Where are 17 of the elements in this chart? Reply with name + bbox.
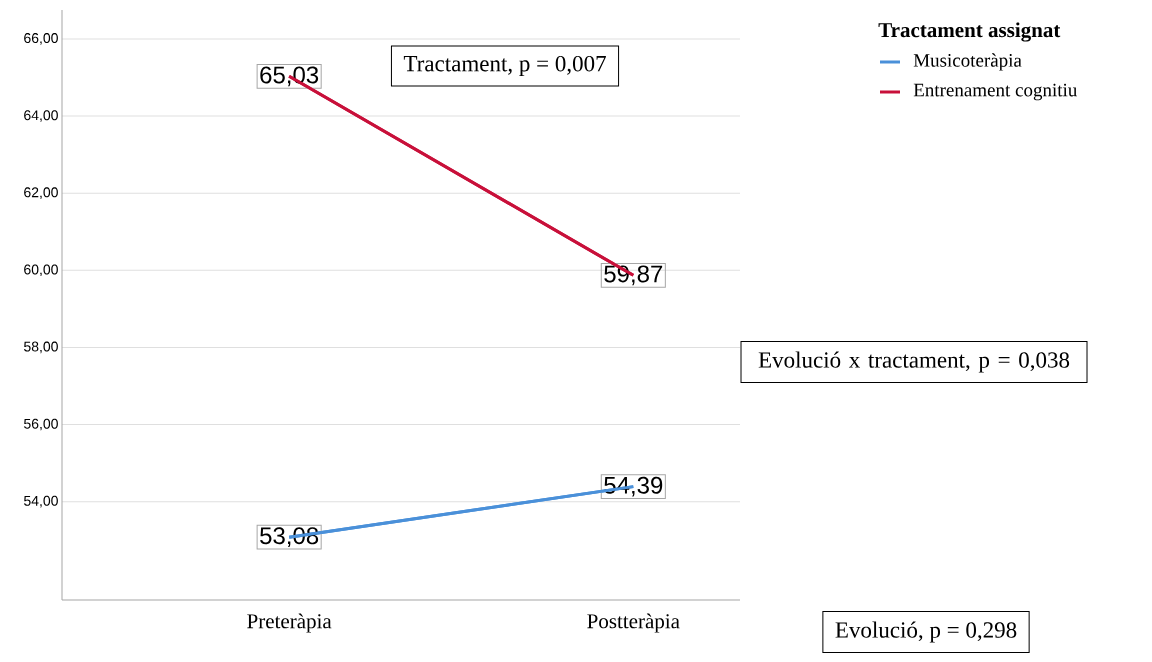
y-tick-label: 60,00: [24, 264, 58, 277]
text: Evolució, p = 0,298: [835, 621, 1017, 643]
y-tick-label: 62,00: [24, 187, 58, 199]
data-label: 65,03: [260, 66, 319, 87]
annotation: Tractament, p = 0,007: [403, 55, 606, 77]
y-tick-label: 66,00: [24, 33, 58, 45]
legend-label: Musicoteràpia: [913, 53, 1022, 71]
y-tick-label: 64,00: [24, 110, 58, 122]
legend-title: Tractament assignat: [878, 22, 1061, 42]
data-label: 59,87: [604, 265, 663, 286]
y-tick-label: 58,00: [24, 341, 58, 354]
text: Evolució x tractament, p = 0,038: [758, 351, 1070, 373]
y-tick-label: 56,00: [24, 418, 58, 431]
x-tick-label: Preteràpia: [247, 613, 332, 633]
y-tick-label: 54,00: [24, 495, 58, 508]
legend-label: Entrenament cognitiu: [913, 83, 1077, 101]
x-tick-label: Postteràpia: [587, 613, 680, 633]
